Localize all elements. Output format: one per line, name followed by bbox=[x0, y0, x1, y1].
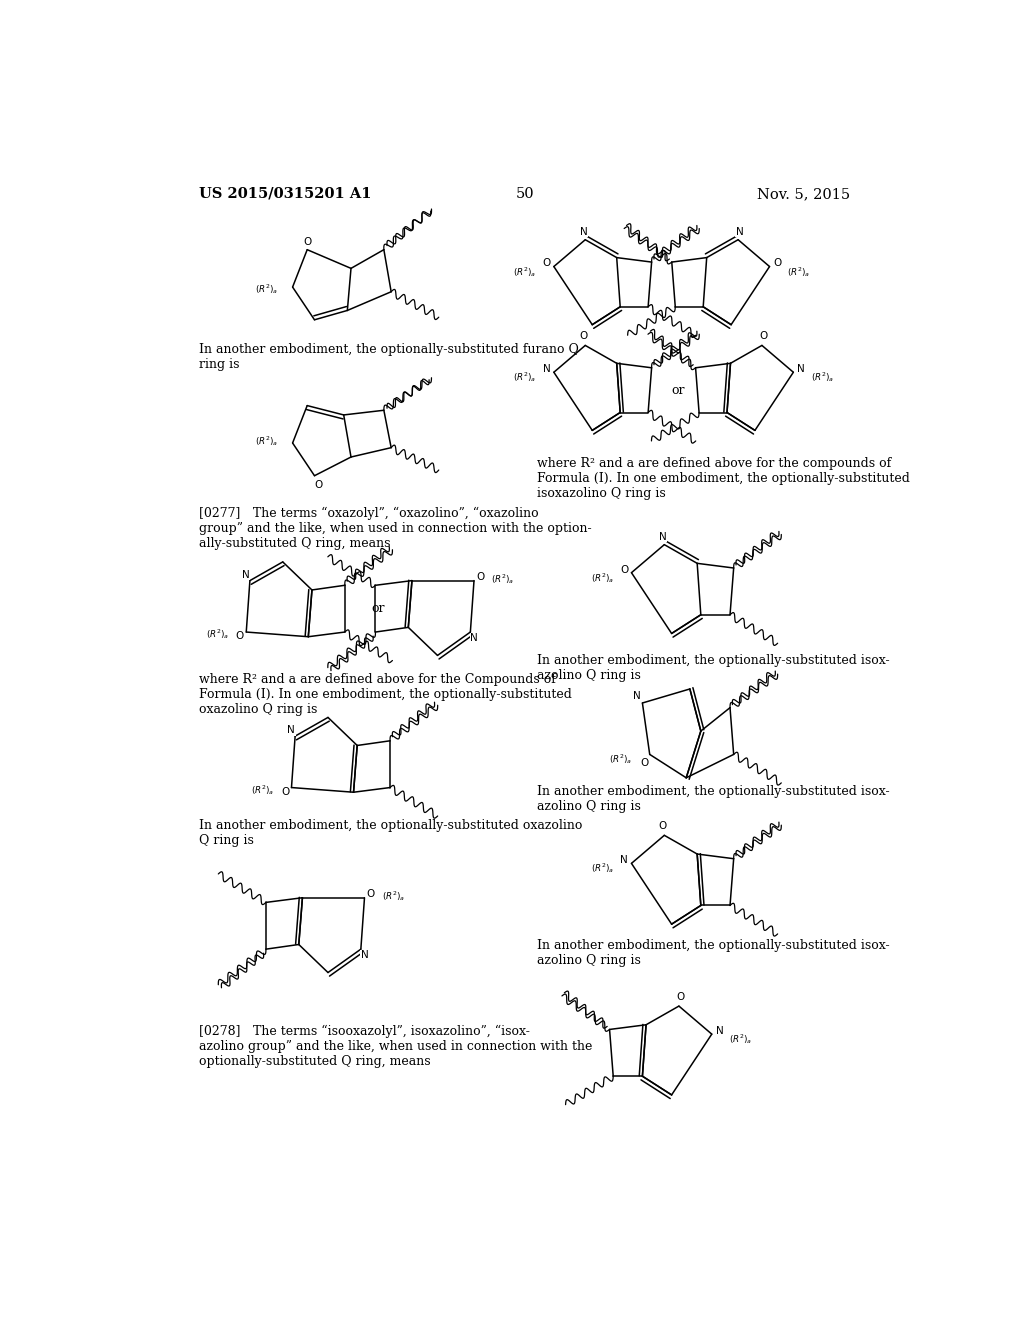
Text: N: N bbox=[621, 855, 628, 866]
Text: O: O bbox=[621, 565, 629, 574]
Text: or: or bbox=[671, 384, 685, 396]
Text: N: N bbox=[543, 364, 551, 374]
Text: N: N bbox=[798, 364, 805, 374]
Text: O: O bbox=[543, 259, 551, 268]
Text: $(R^2)_a$: $(R^2)_a$ bbox=[206, 627, 228, 642]
Text: where R² and a are defined above for the compounds of
Formula (I). In one embodi: where R² and a are defined above for the… bbox=[537, 457, 909, 500]
Text: N: N bbox=[736, 227, 743, 236]
Text: O: O bbox=[367, 888, 375, 899]
Text: $(R^2)_a$: $(R^2)_a$ bbox=[609, 752, 632, 767]
Text: or: or bbox=[372, 602, 385, 615]
Text: where R² and a are defined above for the Compounds of
Formula (I). In one embodi: where R² and a are defined above for the… bbox=[200, 673, 572, 715]
Text: N: N bbox=[658, 532, 667, 541]
Text: O: O bbox=[314, 480, 323, 490]
Text: Nov. 5, 2015: Nov. 5, 2015 bbox=[757, 187, 850, 201]
Text: O: O bbox=[658, 821, 667, 832]
Text: N: N bbox=[242, 569, 250, 579]
Text: N: N bbox=[633, 690, 641, 701]
Text: [0278] The terms “isooxazolyl”, isoxazolino”, “isox-
azolino group” and the like: [0278] The terms “isooxazolyl”, isoxazol… bbox=[200, 1024, 593, 1068]
Text: In another embodiment, the optionally-substituted isox-
azolino Q ring is: In another embodiment, the optionally-su… bbox=[537, 655, 889, 682]
Text: [0277] The terms “oxazolyl”, “oxazolino”, “oxazolino
group” and the like, when u: [0277] The terms “oxazolyl”, “oxazolino”… bbox=[200, 507, 592, 550]
Text: N: N bbox=[580, 227, 588, 236]
Text: US 2015/0315201 A1: US 2015/0315201 A1 bbox=[200, 187, 372, 201]
Text: O: O bbox=[303, 236, 311, 247]
Text: $(R^2)_a$: $(R^2)_a$ bbox=[811, 371, 834, 384]
Text: O: O bbox=[281, 787, 289, 796]
Text: 50: 50 bbox=[515, 187, 535, 201]
Text: N: N bbox=[470, 634, 478, 643]
Text: In another embodiment, the optionally-substituted isox-
azolino Q ring is: In another embodiment, the optionally-su… bbox=[537, 784, 889, 813]
Text: O: O bbox=[677, 991, 685, 1002]
Text: In another embodiment, the optionally-substituted oxazolino
Q ring is: In another embodiment, the optionally-su… bbox=[200, 818, 583, 847]
Text: $(R^2)_a$: $(R^2)_a$ bbox=[382, 888, 406, 903]
Text: $(R^2)_a$: $(R^2)_a$ bbox=[513, 265, 537, 279]
Text: In another embodiment, the optionally-substituted isox-
azolino Q ring is: In another embodiment, the optionally-su… bbox=[537, 939, 889, 968]
Text: $(R^2)_a$: $(R^2)_a$ bbox=[255, 434, 279, 447]
Text: O: O bbox=[760, 331, 768, 342]
Text: $(R^2)_a$: $(R^2)_a$ bbox=[591, 570, 614, 585]
Text: O: O bbox=[580, 331, 588, 342]
Text: O: O bbox=[476, 572, 484, 582]
Text: $(R^2)_a$: $(R^2)_a$ bbox=[729, 1032, 753, 1047]
Text: $(R^2)_a$: $(R^2)_a$ bbox=[255, 282, 279, 296]
Text: O: O bbox=[773, 259, 781, 268]
Text: $(R^2)_a$: $(R^2)_a$ bbox=[787, 265, 810, 279]
Text: $(R^2)_a$: $(R^2)_a$ bbox=[591, 862, 614, 875]
Text: In another embodiment, the optionally-substituted furano Q
ring is: In another embodiment, the optionally-su… bbox=[200, 343, 580, 371]
Text: N: N bbox=[716, 1026, 724, 1036]
Text: $(R^2)_a$: $(R^2)_a$ bbox=[251, 783, 274, 796]
Text: O: O bbox=[641, 758, 649, 767]
Text: $(R^2)_a$: $(R^2)_a$ bbox=[492, 572, 515, 586]
Text: O: O bbox=[236, 631, 244, 642]
Text: $(R^2)_a$: $(R^2)_a$ bbox=[513, 371, 537, 384]
Text: N: N bbox=[360, 950, 369, 960]
Text: N: N bbox=[288, 725, 295, 735]
